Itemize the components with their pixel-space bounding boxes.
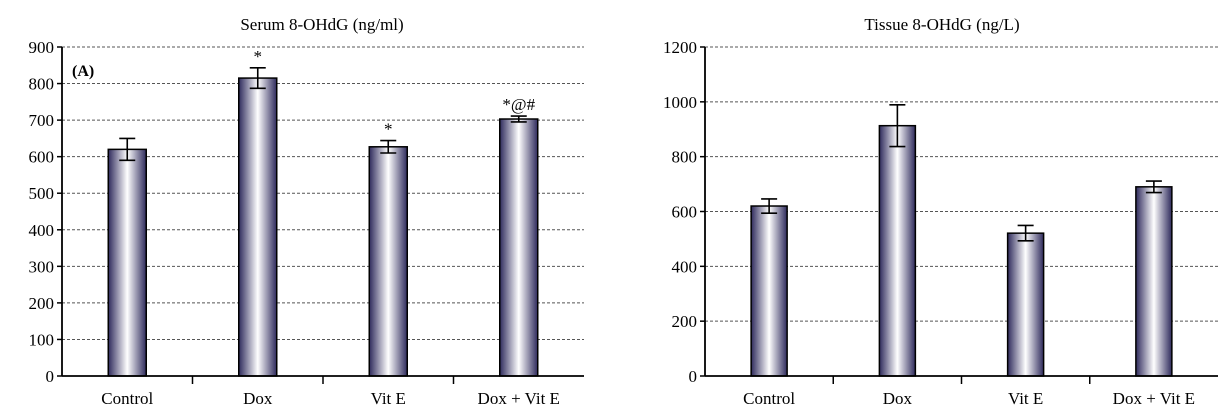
y-tick-label: 0: [46, 367, 55, 386]
y-tick-label: 600: [29, 148, 55, 167]
x-tick-label: Dox + Vit E: [478, 389, 560, 408]
chart-title: Serum 8-OHdG (ng/ml): [240, 15, 403, 34]
x-tick-label: Dox: [243, 389, 273, 408]
bar: [499, 118, 539, 377]
chart-title: Tissue 8-OHdG (ng/L): [864, 15, 1019, 34]
tissue-8ohdg-chart: Tissue 8-OHdG (ng/L) 0 200 400 600 800 1000 12…: [663, 15, 1218, 408]
x-tick-label: Vit E: [371, 389, 406, 408]
y-tick-label: 0: [689, 367, 698, 386]
y-tick-label: 1000: [663, 93, 697, 112]
y-tick-label: 800: [29, 75, 55, 94]
x-tick-label: Dox + Vit E: [1113, 389, 1195, 408]
y-tick-label: 300: [29, 257, 55, 276]
y-tick-label: 600: [672, 203, 698, 222]
bar: [750, 205, 788, 377]
y-tick-label: 200: [29, 294, 55, 313]
significance-label: *: [254, 47, 263, 66]
x-tick-label: Dox: [883, 389, 913, 408]
panel-label: (A): [72, 63, 94, 80]
bar: [368, 146, 408, 377]
serum-8ohdg-chart: Serum 8-OHdG (ng/ml) (A) 0 100 200 300 400 50…: [29, 15, 584, 408]
y-tick-label: 1200: [663, 38, 697, 57]
bar: [107, 148, 147, 377]
y-tick-label: 100: [29, 330, 55, 349]
significance-label: *@#: [502, 95, 535, 114]
y-tick-label: 400: [29, 221, 55, 240]
y-tick-label: 400: [672, 257, 698, 276]
x-tick-label: Control: [101, 389, 153, 408]
y-tick-label: 900: [29, 38, 55, 57]
x-tick-label: Control: [743, 389, 795, 408]
y-tick-label: 700: [29, 111, 55, 130]
y-tick-label: 500: [29, 184, 55, 203]
y-tick-label: 200: [672, 312, 698, 331]
x-tick-label: Vit E: [1008, 389, 1043, 408]
bar: [238, 77, 278, 377]
y-tick-label: 800: [672, 148, 698, 167]
significance-label: *: [384, 120, 393, 139]
bar: [1135, 186, 1173, 377]
bar: [1006, 232, 1045, 377]
bar: [878, 124, 917, 377]
